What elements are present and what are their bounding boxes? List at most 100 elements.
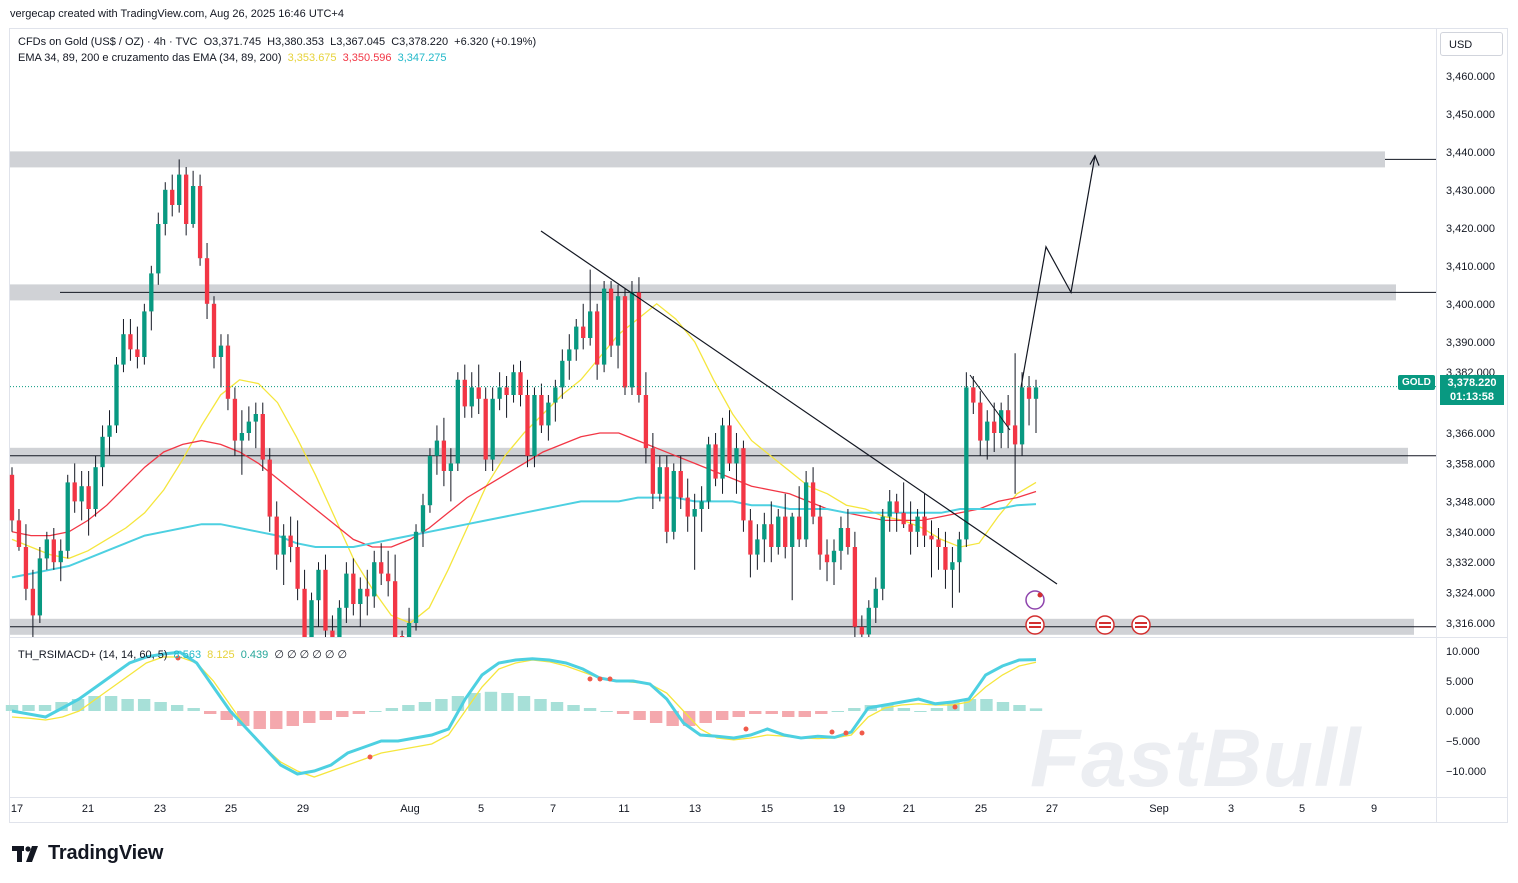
candle-body	[553, 387, 558, 403]
candle-body	[929, 535, 934, 540]
ohlc-change: +6.320 (+0.19%)	[454, 36, 537, 48]
candle-body	[546, 402, 551, 426]
osc-histogram-bar	[699, 711, 712, 723]
candle-body	[999, 410, 1004, 433]
time-tick-label: 5	[1299, 803, 1305, 815]
candle-body	[532, 395, 537, 456]
osc-histogram-bar	[55, 702, 68, 711]
candle-body	[204, 258, 210, 304]
ohlc-open: O3,371.745	[203, 36, 262, 48]
candle-body	[894, 501, 899, 513]
candle-body	[873, 588, 878, 608]
time-tick-label: 17	[11, 803, 23, 815]
candle-body	[594, 311, 600, 365]
osc-signal-line	[11, 656, 1037, 778]
candle-body	[720, 425, 725, 479]
osc-histogram-bar	[600, 711, 613, 712]
osc-histogram-bar	[121, 699, 134, 711]
time-tick-label: 19	[833, 803, 845, 815]
osc-histogram-bar	[468, 693, 481, 711]
osc-histogram-bar	[303, 711, 316, 723]
osc-cross-dot	[859, 730, 865, 736]
candle-body	[392, 581, 398, 637]
osc-histogram-bar	[104, 696, 118, 711]
candle-body	[406, 623, 412, 637]
candle-body	[413, 531, 419, 623]
osc-histogram-bar	[154, 702, 167, 711]
osc-histogram-bar	[583, 708, 597, 711]
price-tick-label: 3,316.000	[1446, 618, 1495, 630]
osc-cross-dot	[367, 754, 373, 760]
ema-legend[interactable]: EMA 34, 89, 200 e cruzamento das EMA (34…	[18, 52, 450, 64]
candle-body	[790, 516, 795, 547]
oscillator-legend[interactable]: TH_RSIMACD+ (14, 14, 60, 5) 8.563 8.125 …	[18, 648, 350, 661]
time-tick-label: 7	[550, 803, 556, 815]
candle-body	[302, 588, 307, 637]
candle-body	[636, 292, 642, 395]
candle-body	[121, 334, 126, 365]
osc-cross-dot	[175, 655, 181, 661]
tradingview-brand[interactable]: TradingView	[12, 842, 163, 865]
candle-body	[803, 482, 809, 540]
candle-body	[643, 395, 649, 449]
osc-histogram-bar	[204, 711, 217, 714]
candle-body	[225, 345, 231, 399]
osc-histogram-bar	[815, 711, 828, 714]
time-tick-label: 15	[761, 803, 773, 815]
osc-histogram-bar	[435, 699, 448, 711]
candle-body	[678, 471, 683, 498]
osc-histogram-bar	[270, 711, 283, 729]
candle-body	[1019, 387, 1025, 445]
osc-histogram-bar	[170, 705, 184, 711]
candle-body	[316, 569, 321, 601]
ema-line-1	[11, 432, 1037, 548]
candle-body	[30, 588, 36, 616]
candle-body	[852, 547, 858, 627]
candlestick-series	[9, 159, 1039, 637]
osc-histogram-bar	[980, 699, 993, 711]
osc-histogram-bar	[567, 705, 580, 711]
osc-cross-dot	[597, 676, 603, 682]
candle-body	[706, 444, 711, 502]
osc-fast-value: 8.563	[173, 649, 202, 661]
osc-histogram-bar	[749, 711, 762, 714]
candle-body	[281, 535, 286, 555]
osc-histogram-bar	[550, 702, 564, 711]
candle-body	[476, 387, 481, 399]
candle-body	[539, 395, 544, 426]
candle-body	[197, 186, 203, 259]
candle-body	[253, 414, 258, 422]
candle-body	[588, 311, 593, 338]
us-news-event-icon	[1131, 615, 1151, 635]
osc-histogram-bar	[649, 711, 663, 723]
osc-tick-label: −10.000	[1446, 766, 1486, 778]
symbol-legend[interactable]: CFDs on Gold (US$ / OZ) · 4h · TVC O3,37…	[18, 36, 539, 48]
candle-body	[978, 402, 983, 441]
candle-body	[769, 524, 774, 547]
candle-body	[859, 626, 865, 635]
osc-cross-dot	[952, 704, 958, 710]
currency-selector[interactable]: USD	[1440, 32, 1503, 56]
candle-body	[330, 630, 335, 637]
osc-histogram-bar	[5, 705, 19, 711]
tradingview-logo-icon	[12, 845, 38, 862]
candle-body	[581, 326, 586, 338]
candle-body	[901, 512, 906, 525]
candle-body	[810, 482, 816, 517]
price-tick-label: 3,430.000	[1446, 185, 1495, 197]
candle-body	[420, 505, 426, 532]
candle-body	[427, 455, 433, 506]
candle-body	[100, 436, 105, 468]
candle-body	[218, 345, 224, 357]
candle-body	[156, 224, 161, 274]
candle-body	[58, 550, 63, 563]
osc-histogram-bar	[897, 708, 911, 711]
symbol-title: CFDs on Gold (US$ / OZ) · 4h · TVC	[18, 36, 198, 48]
candle-body	[950, 562, 955, 570]
osc-histogram-bar	[848, 708, 861, 711]
time-tick-label: 29	[297, 803, 309, 815]
candle-body	[288, 535, 293, 547]
osc-hist-value: 0.439	[240, 649, 269, 661]
candle-body	[239, 433, 245, 441]
